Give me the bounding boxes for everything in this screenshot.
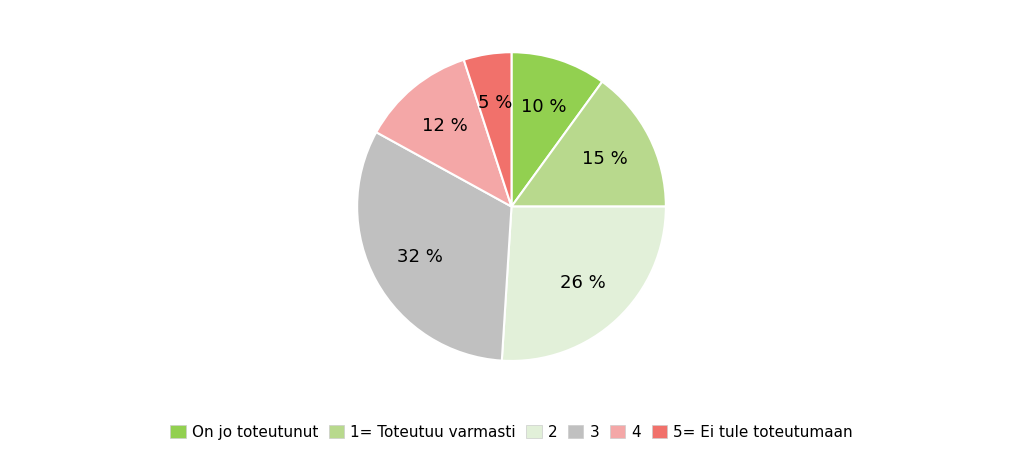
Text: 12 %: 12 %	[421, 117, 468, 135]
Wedge shape	[463, 52, 512, 207]
Text: 32 %: 32 %	[397, 248, 443, 266]
Text: 26 %: 26 %	[561, 274, 607, 292]
Text: 15 %: 15 %	[582, 150, 628, 168]
Wedge shape	[512, 82, 666, 207]
Text: 5 %: 5 %	[478, 94, 513, 112]
Wedge shape	[376, 60, 512, 207]
Wedge shape	[357, 132, 512, 360]
Legend: On jo toteutunut, 1= Toteutuu varmasti, 2, 3, 4, 5= Ei tule toteutumaan: On jo toteutunut, 1= Toteutuu varmasti, …	[164, 419, 859, 446]
Wedge shape	[512, 52, 603, 207]
Text: 10 %: 10 %	[521, 98, 567, 116]
Wedge shape	[502, 207, 666, 361]
